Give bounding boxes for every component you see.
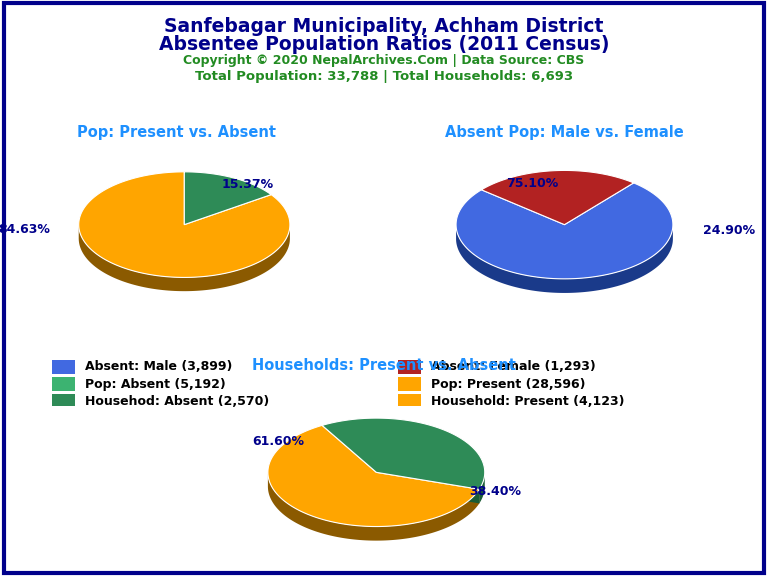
Polygon shape <box>376 472 479 503</box>
Polygon shape <box>79 172 290 278</box>
FancyBboxPatch shape <box>398 395 421 408</box>
Polygon shape <box>322 418 485 489</box>
Text: Total Population: 33,788 | Total Households: 6,693: Total Population: 33,788 | Total Househo… <box>195 70 573 84</box>
Polygon shape <box>479 472 485 503</box>
Text: 38.40%: 38.40% <box>469 486 521 498</box>
Text: Pop: Present vs. Absent: Pop: Present vs. Absent <box>77 125 276 140</box>
Text: Households: Present vs. Absent: Households: Present vs. Absent <box>252 358 516 373</box>
Polygon shape <box>268 425 479 526</box>
Text: 75.10%: 75.10% <box>506 177 558 190</box>
Text: Househod: Absent (2,570): Househod: Absent (2,570) <box>85 395 270 408</box>
Polygon shape <box>482 170 634 225</box>
Text: Absent Pop: Male vs. Female: Absent Pop: Male vs. Female <box>445 125 684 140</box>
Polygon shape <box>184 172 271 225</box>
Text: Absent: Male (3,899): Absent: Male (3,899) <box>85 361 233 373</box>
Text: Absent: Female (1,293): Absent: Female (1,293) <box>432 361 596 373</box>
Text: Pop: Absent (5,192): Pop: Absent (5,192) <box>85 377 226 391</box>
Text: 61.60%: 61.60% <box>253 435 305 449</box>
Polygon shape <box>79 225 290 291</box>
Polygon shape <box>376 472 479 503</box>
Text: Absentee Population Ratios (2011 Census): Absentee Population Ratios (2011 Census) <box>159 35 609 54</box>
Text: Household: Present (4,123): Household: Present (4,123) <box>432 395 625 408</box>
Text: 15.37%: 15.37% <box>222 178 273 191</box>
FancyBboxPatch shape <box>52 377 74 391</box>
Text: 24.90%: 24.90% <box>703 223 756 237</box>
FancyBboxPatch shape <box>52 360 74 374</box>
FancyBboxPatch shape <box>398 377 421 391</box>
FancyBboxPatch shape <box>52 395 74 408</box>
FancyBboxPatch shape <box>398 360 421 374</box>
Text: Pop: Present (28,596): Pop: Present (28,596) <box>432 377 586 391</box>
Polygon shape <box>456 183 673 279</box>
Polygon shape <box>268 472 479 541</box>
Text: Copyright © 2020 NepalArchives.Com | Data Source: CBS: Copyright © 2020 NepalArchives.Com | Dat… <box>184 54 584 67</box>
Text: 84.63%: 84.63% <box>0 223 50 236</box>
Polygon shape <box>456 225 673 293</box>
Text: Sanfebagar Municipality, Achham District: Sanfebagar Municipality, Achham District <box>164 17 604 36</box>
